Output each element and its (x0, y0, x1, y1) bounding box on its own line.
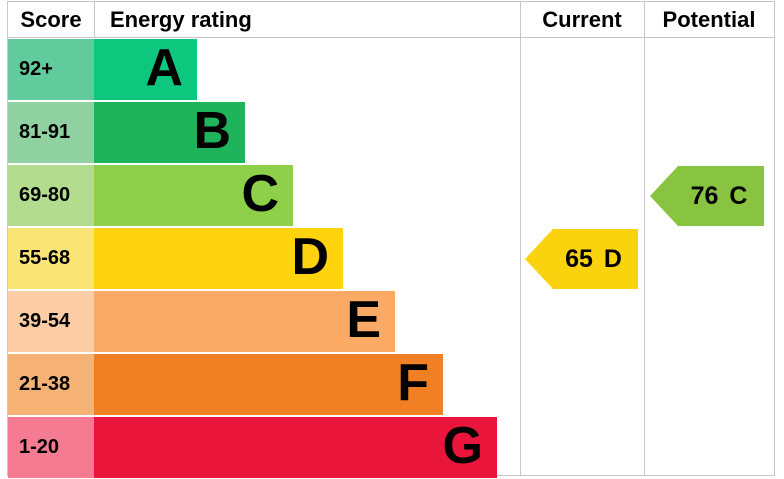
potential-score-value: 76 (690, 181, 719, 210)
band-row-e: 39-54 E (8, 291, 520, 354)
band-bar: F (94, 354, 443, 415)
band-score-cell: 69-80 (8, 165, 94, 226)
band-score-cell: 39-54 (8, 291, 94, 352)
band-score-cell: 55-68 (8, 228, 94, 289)
band-letter: A (145, 38, 183, 97)
band-letter: C (241, 164, 279, 223)
band-letter: D (291, 227, 329, 286)
current-score-value: 65 (565, 244, 593, 273)
band-bar: A (94, 39, 197, 100)
band-letter: F (397, 353, 429, 412)
band-row-d: 55-68 D (8, 228, 520, 291)
potential-band-letter: C (729, 181, 748, 210)
header-potential: Potential (662, 7, 756, 32)
band-row-b: 81-91 B (8, 102, 520, 165)
band-row-g: 1-20 G (8, 417, 520, 479)
band-row-c: 69-80 C (8, 165, 520, 228)
header-score: Score (20, 7, 82, 32)
band-letter: G (442, 416, 483, 475)
current-band-letter: D (603, 244, 622, 273)
current-rating-arrow: 65 D (525, 229, 638, 289)
divider-score-column (94, 2, 95, 38)
band-score-cell: 92+ (8, 39, 94, 100)
band-score-cell: 81-91 (8, 102, 94, 163)
band-bar: G (94, 417, 497, 478)
band-score-cell: 21-38 (8, 354, 94, 415)
divider-current-column (520, 2, 521, 475)
band-row-a: 92+ A (8, 39, 520, 102)
header-energy-rating: Energy rating (110, 7, 252, 32)
band-bar: C (94, 165, 293, 226)
band-letter: E (346, 290, 381, 349)
band-bar: D (94, 228, 343, 289)
divider-potential-column (644, 2, 645, 475)
header-current: Current (542, 7, 622, 32)
potential-rating-arrow: 76 C (650, 166, 764, 226)
band-bar: B (94, 102, 245, 163)
band-row-f: 21-38 F (8, 354, 520, 417)
band-rows: 92+ A 81-91 B 69-80 C 55-68 D 39-54 E (8, 39, 520, 479)
band-bar: E (94, 291, 395, 352)
band-letter: B (193, 101, 231, 160)
chart-header: Score Energy rating Current Potential (8, 2, 774, 38)
band-score-cell: 1-20 (8, 417, 94, 478)
chart-frame: Score Energy rating Current Potential 92… (7, 1, 775, 479)
